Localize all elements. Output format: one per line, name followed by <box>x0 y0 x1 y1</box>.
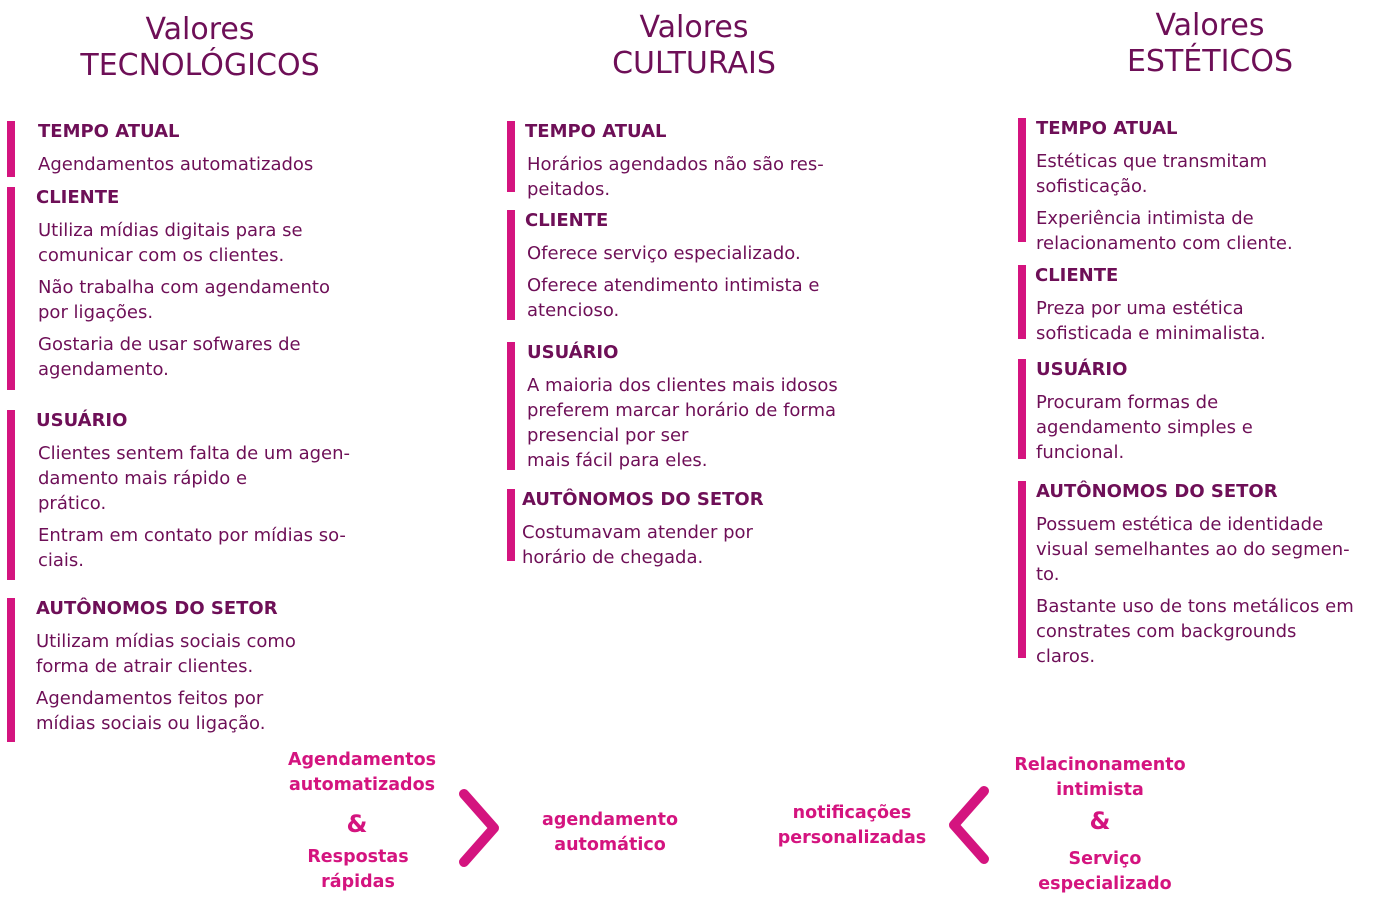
title-line1: Valores <box>1155 8 1265 43</box>
block-item: Experiência intimista de relacionamento … <box>1036 208 1293 254</box>
title-line2: ESTÉTICOS <box>1126 44 1294 79</box>
est-usuario-block: USUÁRIO Procuram formas de agendamento s… <box>1018 359 1376 463</box>
left-top-label: Agendamentos automatizados <box>287 750 437 795</box>
right-top-label: Relacinonamento intimista <box>1014 755 1186 800</box>
block-heading: USUÁRIO <box>1036 359 1128 380</box>
title-line2: CULTURAIS <box>612 46 776 81</box>
title-culturais: Valores CULTURAIS <box>554 10 834 82</box>
block-item: Costumavam atender por horário de chegad… <box>522 522 753 568</box>
block-heading: AUTÔNOMOS DO SETOR <box>522 489 764 510</box>
block-heading: AUTÔNOMOS DO SETOR <box>1036 481 1278 502</box>
block-heading: AUTÔNOMOS DO SETOR <box>36 598 278 619</box>
right-bottom-label: Serviço especializado <box>1038 849 1172 894</box>
chevron-left-icon <box>949 786 989 864</box>
block-heading: TEMPO ATUAL <box>1036 118 1178 139</box>
block-item: Não trabalha com agendamento por ligaçõe… <box>38 277 330 323</box>
cul-cliente-block: CLIENTE Oferece serviço especializado. O… <box>507 210 865 321</box>
block-item: Possuem estética de identidade visual se… <box>1036 514 1350 585</box>
est-cliente-block: CLIENTE Preza por uma estética sofistica… <box>1018 265 1375 344</box>
block-item: Estéticas que transmitam sofisticação. <box>1036 151 1268 197</box>
block-item: Clientes sentem falta de um agen- dament… <box>38 443 351 514</box>
chevron-right-icon <box>459 789 499 867</box>
block-heading: TEMPO ATUAL <box>38 121 180 142</box>
tec-cliente-block: CLIENTE Utiliza mídias digitais para se … <box>7 187 368 390</box>
tec-autonomos-block: AUTÔNOMOS DO SETOR Utilizam mídias socia… <box>7 598 368 742</box>
center-right-label: notificações personalizadas <box>777 803 927 848</box>
block-item: Utilizam mídias sociais como forma de at… <box>36 631 296 677</box>
block-item: Agendamentos automatizados <box>38 154 314 175</box>
block-heading: USUÁRIO <box>36 410 128 431</box>
est-autonomos-block: AUTÔNOMOS DO SETOR Possuem estética de i… <box>1018 481 1376 667</box>
left-ampersand: & <box>346 810 368 838</box>
block-item: A maioria dos clientes mais idosos prefe… <box>527 375 838 471</box>
block-item: Oferece atendimento intimista e atencios… <box>527 275 820 321</box>
cul-usuario-block: USUÁRIO A maioria dos clientes mais idos… <box>507 342 875 471</box>
right-ampersand: & <box>1089 807 1111 835</box>
tec-tempo-atual-block: TEMPO ATUAL Agendamentos automatizados <box>7 121 368 177</box>
cul-autonomos-block: AUTÔNOMOS DO SETOR Costumavam atender po… <box>507 489 862 568</box>
title-line1: Valores <box>639 10 749 45</box>
block-heading: CLIENTE <box>525 210 609 231</box>
block-item: Utiliza mídias digitais para se comunica… <box>38 220 303 266</box>
title-tecnologicos: Valores TECNOLÓGICOS <box>60 12 340 84</box>
block-item: Horários agendados não são res- peitados… <box>527 154 824 200</box>
block-item: Procuram formas de agendamento simples e… <box>1036 392 1253 463</box>
tec-usuario-block: USUÁRIO Clientes sentem falta de um agen… <box>7 410 378 580</box>
block-heading: USUÁRIO <box>527 342 619 363</box>
block-item: Oferece serviço especializado. <box>527 243 801 264</box>
block-heading: TEMPO ATUAL <box>525 121 667 142</box>
block-heading: CLIENTE <box>36 187 120 208</box>
center-left-label: agendamento automático <box>542 810 678 855</box>
block-item: Entram em contato por mídias so- ciais. <box>38 525 346 571</box>
title-esteticos: Valores ESTÉTICOS <box>1070 8 1350 80</box>
block-heading: CLIENTE <box>1035 265 1119 286</box>
block-item: Gostaria de usar sofwares de agendamento… <box>38 334 301 380</box>
title-line2: TECNOLÓGICOS <box>80 48 320 83</box>
est-tempo-atual-block: TEMPO ATUAL Estéticas que transmitam sof… <box>1018 118 1376 254</box>
title-line1: Valores <box>145 12 255 47</box>
cul-tempo-atual-block: TEMPO ATUAL Horários agendados não são r… <box>507 121 865 200</box>
block-item: Preza por uma estética sofisticada e min… <box>1036 298 1266 344</box>
block-item: Bastante uso de tons metálicos em constr… <box>1036 596 1354 667</box>
block-item: Agendamentos feitos por mídias sociais o… <box>36 688 266 734</box>
left-bottom-label: Respostas rápidas <box>307 847 409 892</box>
